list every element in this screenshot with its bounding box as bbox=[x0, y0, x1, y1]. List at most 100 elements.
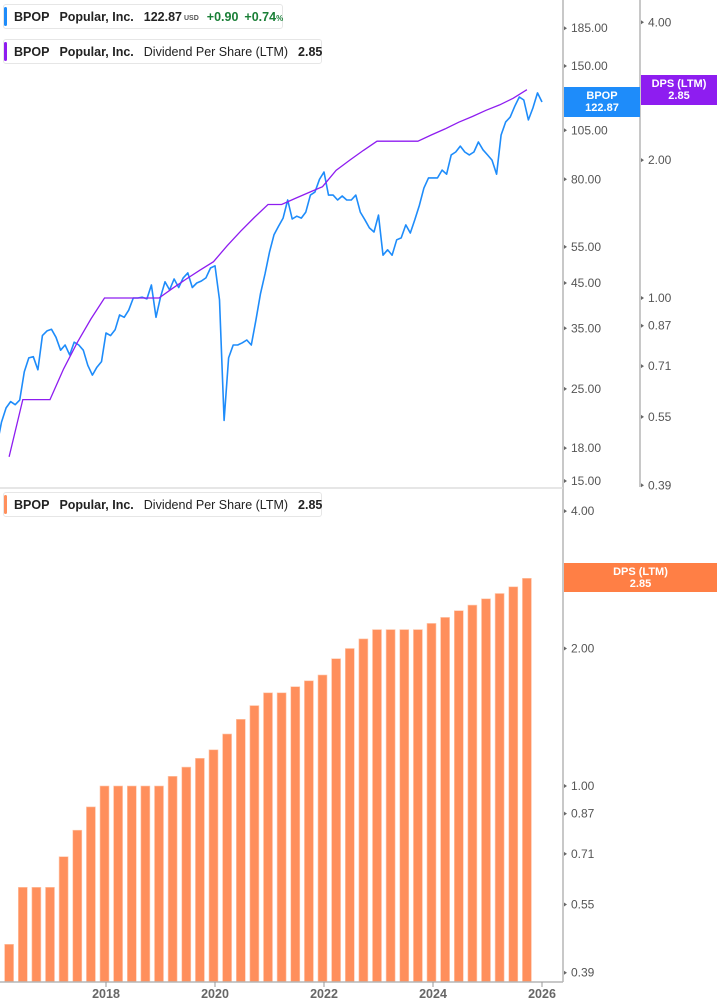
dps-legend-color bbox=[4, 42, 7, 61]
price-tick-label: 150.00 bbox=[571, 59, 608, 73]
x-tick-label: 2020 bbox=[201, 987, 229, 1001]
legend-value: 2.85 bbox=[298, 497, 323, 512]
dps-bar bbox=[167, 775, 178, 983]
dps-bar bbox=[45, 886, 55, 983]
dps-pane bbox=[4, 577, 532, 983]
dps-bottom-tick-label: 0.39 bbox=[571, 966, 595, 980]
dps-bottom-tick-label: 0.71 bbox=[571, 847, 595, 861]
dps-bottom-tick-label-mark bbox=[564, 811, 567, 816]
price-legend[interactable]: BPOP Popular, Inc. 122.87 USD +0.90 +0.7… bbox=[3, 4, 283, 29]
dps-bar bbox=[249, 705, 260, 983]
dps-bar bbox=[440, 617, 450, 983]
dps-bar bbox=[358, 638, 369, 983]
dps-top-tick-label-mark bbox=[641, 20, 644, 25]
legend-currency: USD bbox=[184, 14, 199, 22]
price-tick-label-mark bbox=[564, 479, 567, 483]
dps-tag-value: 2.85 bbox=[668, 90, 690, 102]
dps-tag-label: DPS (LTM) bbox=[651, 78, 707, 90]
dps-bar bbox=[399, 629, 410, 983]
dps-bar bbox=[99, 785, 110, 983]
price-tick-label: 45.00 bbox=[571, 276, 601, 290]
price-tick-label-mark bbox=[564, 386, 567, 391]
dps-bar bbox=[344, 648, 355, 983]
legend-company: Popular, Inc. bbox=[59, 497, 134, 512]
dps-bar bbox=[236, 718, 246, 983]
price-tick-label-mark bbox=[564, 326, 567, 331]
x-tick-label: 2022 bbox=[310, 987, 338, 1001]
price-tick-label: 80.00 bbox=[571, 172, 601, 186]
legend-change: +0.90 bbox=[206, 9, 239, 24]
dps-bar bbox=[317, 674, 328, 983]
x-tick-label: 2018 bbox=[92, 987, 120, 1001]
dps-bar bbox=[426, 623, 437, 983]
dps-bottom-tick-label: 2.00 bbox=[571, 642, 595, 656]
price-tag: BPOP 122.87 bbox=[564, 87, 640, 117]
dps-bar bbox=[276, 692, 287, 983]
dps-bottom-tick-label-mark bbox=[564, 902, 567, 907]
dps-bar bbox=[154, 785, 164, 983]
dps-top-tick-label: 0.55 bbox=[648, 410, 672, 424]
legend-metric: Dividend Per Share (LTM) bbox=[143, 44, 289, 59]
dps-bottom-tick-label-mark bbox=[564, 851, 567, 856]
legend-ticker: BPOP bbox=[14, 497, 50, 512]
dps-bar bbox=[58, 856, 69, 983]
price-tick-label: 55.00 bbox=[571, 240, 601, 254]
dps-bar bbox=[481, 598, 491, 983]
price-tick-label-mark bbox=[564, 244, 567, 249]
dps-top-tick-label: 0.39 bbox=[648, 478, 672, 492]
price-tick-label-mark bbox=[564, 177, 567, 182]
legend-price: 122.87 bbox=[143, 9, 182, 24]
price-tick-label: 35.00 bbox=[571, 321, 601, 335]
dps-bottom-tick-label: 4.00 bbox=[571, 504, 595, 518]
dps-top-tag: DPS (LTM) 2.85 bbox=[641, 75, 717, 105]
dps-top-tick-label-mark bbox=[641, 483, 644, 488]
dps-top-legend[interactable]: BPOP Popular, Inc. Dividend Per Share (L… bbox=[3, 39, 322, 64]
legend-company: Popular, Inc. bbox=[59, 9, 134, 24]
dps-top-tick-label-mark bbox=[641, 296, 644, 300]
price-tick-label: 185.00 bbox=[571, 21, 608, 35]
dps-bar bbox=[467, 604, 478, 983]
dps-bar bbox=[195, 757, 205, 983]
dps-bottom-tick-label-mark bbox=[564, 509, 567, 514]
dps-bar bbox=[385, 629, 396, 983]
price-tick-label-mark bbox=[564, 280, 567, 285]
dps-top-tick-label: 2.00 bbox=[648, 153, 672, 167]
dps-bar bbox=[181, 766, 192, 983]
price-tag-value: 122.87 bbox=[585, 102, 619, 114]
x-tick-label: 2026 bbox=[528, 987, 556, 1001]
dps-bottom-tick-label: 0.87 bbox=[571, 807, 595, 821]
dps-tag-label: DPS (LTM) bbox=[613, 565, 668, 578]
dps-bar bbox=[72, 829, 83, 983]
dps-bottom-tick-label: 0.55 bbox=[571, 898, 595, 912]
change-pct-value: +0.74 bbox=[244, 9, 277, 24]
dps-bar bbox=[86, 806, 96, 983]
price-tick-label: 105.00 bbox=[571, 123, 608, 137]
price-tick-label: 18.00 bbox=[571, 441, 601, 455]
dps-bottom-tick-label-mark bbox=[564, 970, 567, 975]
dps-bar bbox=[494, 593, 505, 983]
dps-bottom-tick-label-mark bbox=[564, 646, 567, 651]
legend-value: 2.85 bbox=[298, 44, 323, 59]
price-line bbox=[0, 92, 543, 434]
dps-bar bbox=[290, 686, 301, 983]
dps-bar bbox=[522, 577, 532, 983]
dps-legend-color bbox=[4, 495, 7, 514]
dps-bar bbox=[140, 785, 151, 983]
price-legend-color bbox=[4, 7, 7, 26]
dps-bar bbox=[508, 586, 519, 983]
axes: 185.00 150.00 105.00 80.00 55.00 45.00 35.00 25… bbox=[0, 0, 672, 1001]
dps-bottom-tick-label: 1.00 bbox=[571, 779, 595, 793]
dps-top-tick-label: 4.00 bbox=[648, 15, 672, 29]
price-tick-label: 25.00 bbox=[571, 382, 601, 396]
legend-change-pct: +0.74% bbox=[244, 10, 283, 24]
dps-top-tick-label: 0.87 bbox=[648, 319, 672, 333]
dps-top-tick-label-mark bbox=[641, 364, 644, 369]
dps-bar bbox=[208, 749, 219, 983]
dps-bar bbox=[453, 610, 464, 983]
dps-bottom-legend[interactable]: BPOP Popular, Inc. Dividend Per Share (L… bbox=[3, 492, 322, 517]
dps-bar bbox=[304, 680, 314, 983]
dps-line bbox=[8, 89, 528, 457]
legend-company: Popular, Inc. bbox=[59, 44, 134, 59]
dps-top-tick-label: 1.00 bbox=[648, 291, 672, 305]
